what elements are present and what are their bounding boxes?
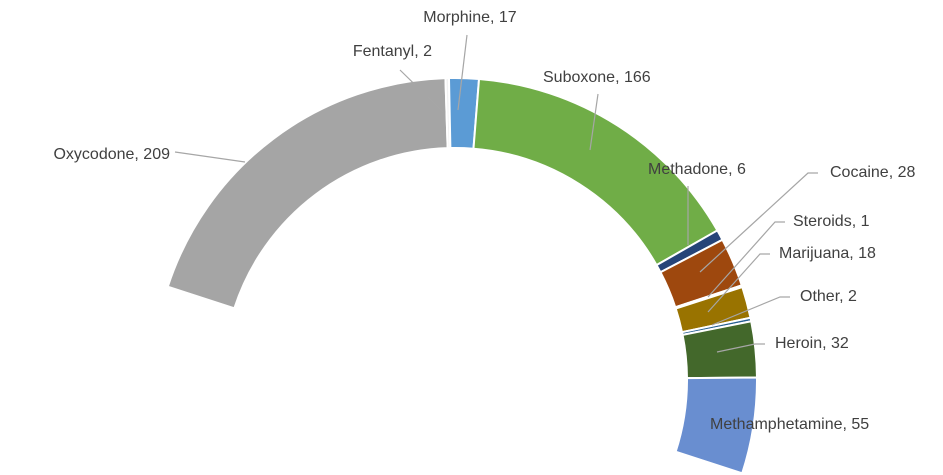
leader-line xyxy=(174,151,246,163)
data-label: Suboxone, 166 xyxy=(543,69,651,86)
data-label: Other, 2 xyxy=(800,288,857,305)
data-label: Methamphetamine, 55 xyxy=(710,416,869,433)
leader-line xyxy=(716,343,765,353)
slice xyxy=(674,376,758,475)
leader-line xyxy=(399,69,444,113)
data-label: Heroin, 32 xyxy=(775,335,849,352)
data-label: Marijuana, 18 xyxy=(779,245,876,262)
leader-line xyxy=(711,296,790,326)
leader-line xyxy=(699,172,818,273)
leader-line xyxy=(589,93,599,151)
data-label: Cocaine, 28 xyxy=(830,164,915,181)
leader-line xyxy=(707,221,785,298)
data-label: Methadone, 6 xyxy=(648,161,746,178)
leader-line xyxy=(457,34,468,111)
slice xyxy=(166,77,449,310)
data-label: Steroids, 1 xyxy=(793,213,870,230)
leader-line xyxy=(707,253,770,313)
data-label: Oxycodone, 209 xyxy=(53,146,170,163)
data-label: Fentanyl, 2 xyxy=(353,43,432,60)
data-label: Morphine, 17 xyxy=(423,9,516,26)
